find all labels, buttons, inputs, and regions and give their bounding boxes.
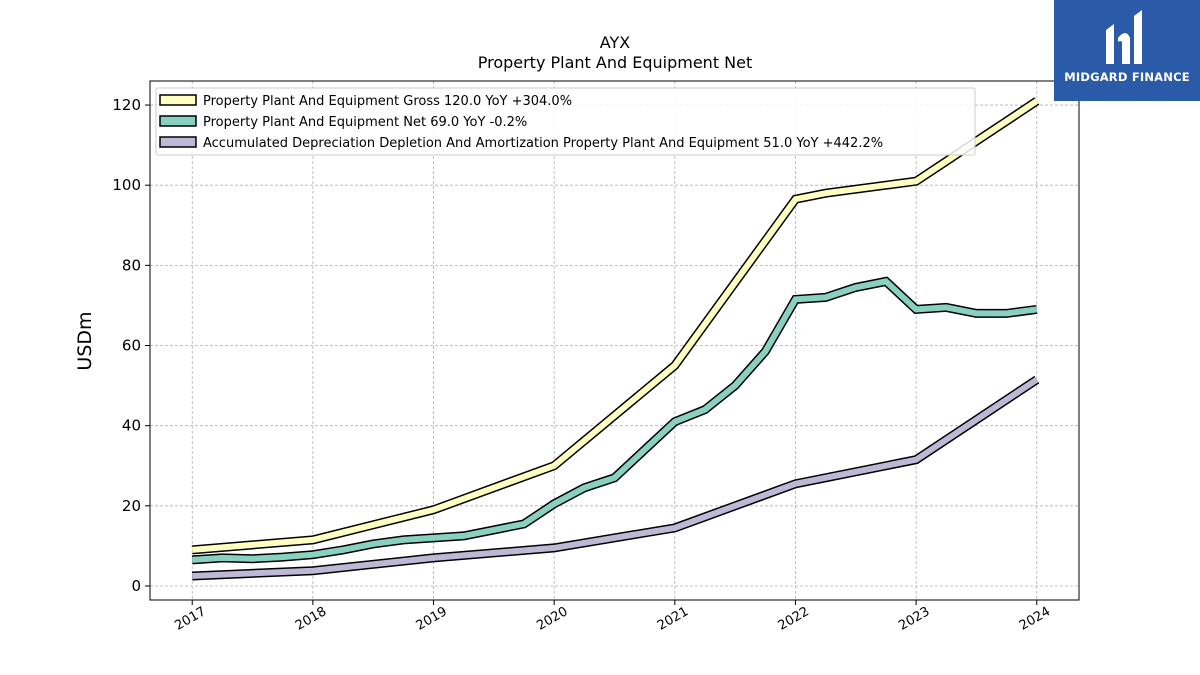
grid	[150, 81, 1079, 600]
legend-swatch-0	[159, 94, 197, 106]
y-tick-label: 60	[122, 337, 141, 355]
plot-frame	[149, 80, 1080, 601]
legend-swatch-2	[159, 136, 197, 148]
y-axis: 0 20 40 60 80 100 120	[112, 96, 150, 595]
y-tick-label: 0	[131, 577, 141, 595]
brand-logo: MIDGARD FINANCE	[1054, 0, 1200, 101]
series-line-2	[192, 377, 1039, 579]
midgard-logo-icon	[1106, 10, 1142, 64]
x-tick-label: 2019	[414, 604, 450, 634]
legend-entry-2: Accumulated Depreciation Depletion And A…	[203, 136, 883, 151]
x-tick-label: 2023	[896, 604, 932, 634]
series-layer	[191, 97, 1040, 581]
x-tick-label: 2024	[1017, 604, 1053, 634]
legend-box	[155, 87, 976, 156]
y-axis-label: USDm	[74, 311, 96, 370]
brand-name: MIDGARD FINANCE	[1064, 70, 1190, 84]
x-tick-label: 2022	[776, 604, 812, 634]
legend: Property Plant And Equipment Gross 120.0…	[155, 87, 976, 156]
legend-entry-0: Property Plant And Equipment Gross 120.0…	[203, 94, 572, 109]
y-tick-label: 40	[122, 417, 141, 435]
legend-swatch-1	[159, 115, 197, 127]
x-axis: 2017 2018 2019 2020 2021 2022 2023 2024	[172, 600, 1053, 634]
y-tick-label: 120	[112, 96, 141, 114]
x-tick-label: 2021	[655, 604, 691, 634]
x-tick-label: 2017	[172, 604, 208, 634]
chart-title: AYX	[600, 33, 630, 52]
series-line-outline-0	[191, 97, 1040, 555]
series-line-1	[192, 278, 1038, 563]
legend-entry-1: Property Plant And Equipment Net 69.0 Yo…	[203, 115, 527, 130]
x-tick-label: 2020	[534, 604, 570, 634]
x-tick-label: 2018	[293, 604, 329, 634]
y-tick-label: 100	[112, 176, 141, 194]
series-line-0	[191, 98, 1039, 553]
chart-subtitle: Property Plant And Equipment Net	[478, 53, 753, 72]
y-tick-label: 20	[122, 497, 141, 515]
y-tick-label: 80	[122, 256, 141, 274]
